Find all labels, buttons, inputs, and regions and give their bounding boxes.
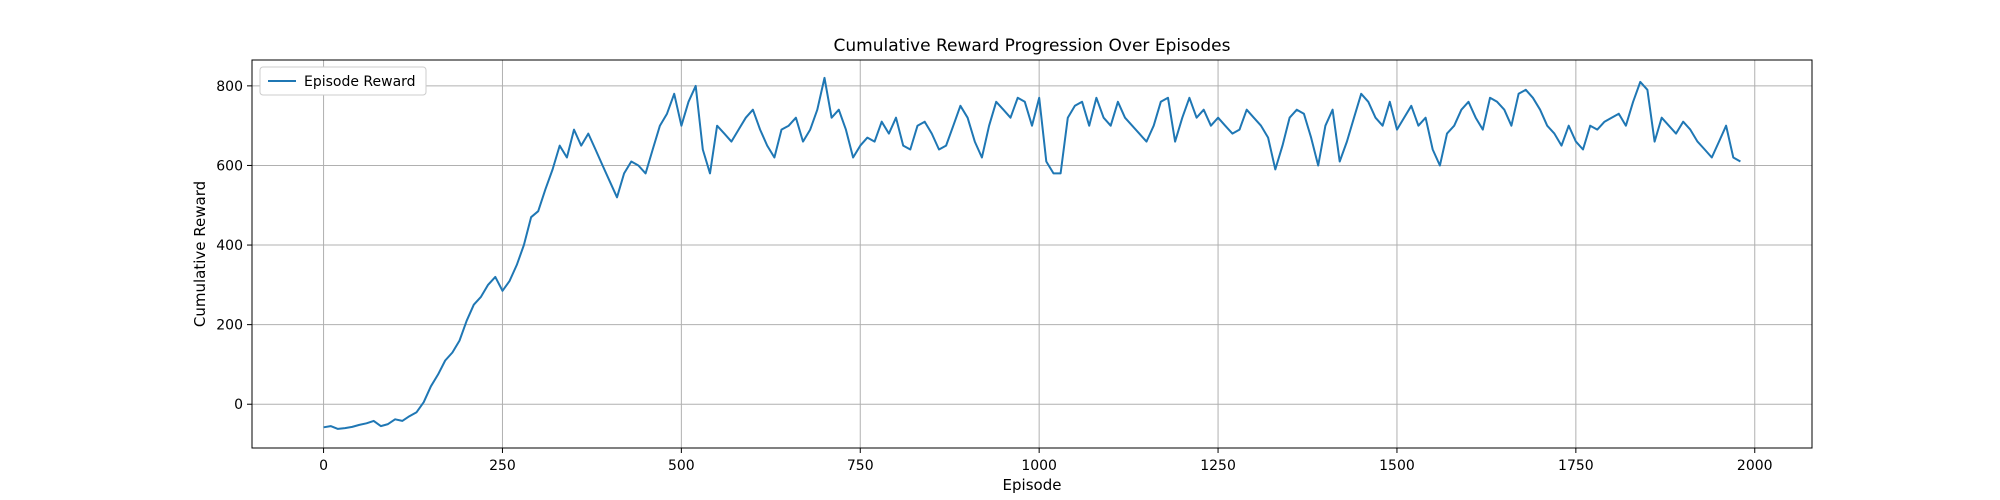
x-tick-label-250: 250 (489, 458, 516, 474)
x-tick-label-750: 750 (847, 458, 874, 474)
y-tick-label-600: 600 (216, 158, 243, 174)
x-tick-label-1000: 1000 (1021, 458, 1057, 474)
x-tick-label-500: 500 (668, 458, 695, 474)
y-axis-label: Cumulative Reward (191, 181, 209, 327)
y-axis-ticks: 0 200 400 600 800 (216, 79, 252, 413)
legend-entry-episode-reward: Episode Reward (304, 74, 416, 90)
legend: Episode Reward (259, 66, 427, 96)
x-tick-label-1500: 1500 (1379, 458, 1415, 474)
y-tick-label-800: 800 (216, 79, 243, 95)
x-tick-label-1250: 1250 (1200, 458, 1236, 474)
y-tick-label-400: 400 (216, 238, 243, 254)
series-layer (323, 76, 1741, 430)
plot-frame (251, 59, 1813, 449)
y-tick-label-0: 0 (234, 397, 243, 413)
x-axis-label: Episode (1003, 476, 1062, 494)
x-tick-label-0: 0 (319, 458, 328, 474)
x-tick-label-1750: 1750 (1558, 458, 1594, 474)
x-axis-ticks: 0 250 500 750 1000 1250 1500 1750 2000 (319, 448, 1773, 474)
x-tick-label-2000: 2000 (1737, 458, 1773, 474)
series-line-0 (323, 76, 1741, 430)
legend-box (259, 66, 427, 96)
chart-title: Cumulative Reward Progression Over Episo… (834, 36, 1231, 56)
y-tick-label-200: 200 (216, 318, 243, 334)
